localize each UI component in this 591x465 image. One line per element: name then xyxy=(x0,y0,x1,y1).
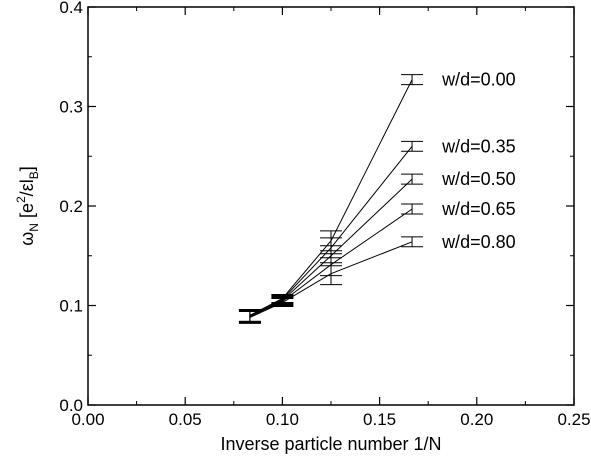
y-axis-label-sub: B xyxy=(27,171,41,179)
series-label: w/d=0.35 xyxy=(441,136,516,156)
y-axis-label-open: [e xyxy=(17,203,37,223)
x-tick-label: 0.15 xyxy=(363,410,396,429)
x-tick-label: 0.00 xyxy=(71,410,104,429)
x-tick-label: 0.20 xyxy=(460,410,493,429)
series-lines xyxy=(249,79,413,318)
x-axis-label: Inverse particle number 1/N xyxy=(220,434,441,454)
series-line xyxy=(249,241,413,318)
y-ticks: 0.0 0.1 0.2 0.3 0.4 xyxy=(59,0,574,415)
y-tick-label: 0.2 xyxy=(59,197,83,216)
y-tick-label: 0.3 xyxy=(59,98,83,117)
series-line xyxy=(249,208,413,317)
y-tick-label: 0.0 xyxy=(59,396,83,415)
y-axis-label-base-sub: N xyxy=(27,223,41,232)
y-axis-label: ωN [e2/εlB] xyxy=(14,166,41,246)
series-label: w/d=0.00 xyxy=(441,70,516,90)
series-label: w/d=0.65 xyxy=(441,199,516,219)
x-ticks: 0.00 0.05 0.10 0.15 0.20 0.25 xyxy=(71,7,591,429)
series-label: w/d=0.80 xyxy=(441,232,516,252)
x-tick-label: 0.25 xyxy=(557,410,590,429)
y-tick-label: 0.1 xyxy=(59,297,83,316)
x-tick-label: 0.05 xyxy=(169,410,202,429)
error-bars xyxy=(238,74,424,324)
y-axis-label-sup: 2 xyxy=(14,196,28,203)
svg-text:ωN [e2/εlB]: ωN [e2/εlB] xyxy=(14,166,41,246)
series-labels: w/d=0.00 w/d=0.35 w/d=0.50 w/d=0.65 w/d=0.80 xyxy=(441,70,516,252)
y-tick-label: 0.4 xyxy=(59,0,83,17)
y-axis-label-close: ] xyxy=(17,166,37,171)
y-axis-label-mid: /εl xyxy=(17,179,37,196)
x-tick-label: 0.10 xyxy=(266,410,299,429)
series-line xyxy=(249,145,413,316)
series-label: w/d=0.50 xyxy=(441,169,516,189)
y-axis-label-base: ω xyxy=(17,232,37,246)
